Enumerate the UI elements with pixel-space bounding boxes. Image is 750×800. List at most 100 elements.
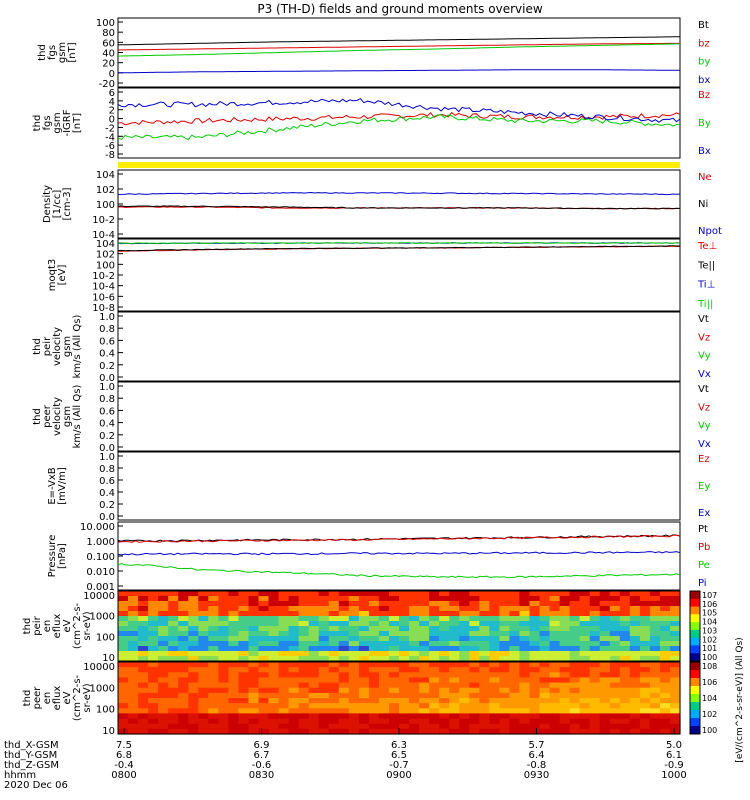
ion_spec-cell <box>168 626 179 632</box>
electron_spec-cell <box>368 708 380 714</box>
electron_spec-cell <box>198 667 209 673</box>
electron_spec-cell <box>569 708 581 714</box>
ion_spec-cell <box>469 646 480 652</box>
ion_spec-cell <box>158 596 169 602</box>
ion_spec-cell <box>599 601 611 607</box>
velocity_i-legend-Vt: Vt <box>698 314 709 325</box>
electron_spec-cell <box>348 703 360 709</box>
electron_spec-cell <box>188 672 199 678</box>
ion_spec-cell <box>569 596 581 602</box>
ion_spec-cell <box>519 611 530 617</box>
ion_spec-cell <box>409 651 420 657</box>
ion_spec-cell <box>158 626 169 632</box>
electron_spec-cell <box>629 662 641 668</box>
electron_spec-colorbar-swatch <box>690 694 700 703</box>
pressure-series-Pi <box>117 551 681 556</box>
electron_spec-cell <box>318 677 330 684</box>
ion_spec-cell <box>148 646 159 652</box>
electron_spec-cell <box>479 728 490 735</box>
electron_spec-cell <box>378 682 390 689</box>
electron_spec-cell <box>499 703 510 709</box>
electron_spec-cell <box>288 667 300 673</box>
ion_spec-cell <box>409 631 420 637</box>
temp-series-Ti|| <box>117 242 681 245</box>
electron_spec-cell <box>318 718 330 725</box>
fgs_dsl-ytick-label: -6 <box>105 141 115 152</box>
electron_spec-cell <box>479 718 490 725</box>
velocity_e-legend-Vx: Vx <box>698 439 711 450</box>
ion_spec-cell <box>238 606 249 612</box>
ion_spec-cell <box>619 636 631 642</box>
ion_spec-cell <box>589 601 601 607</box>
ion_spec-cell <box>198 626 209 632</box>
ion_spec-cell <box>198 606 209 612</box>
ion_spec-cell <box>358 596 370 602</box>
electron_spec-cell <box>218 667 229 673</box>
electron_spec-cell <box>308 687 320 694</box>
electron_spec-cell <box>489 692 500 699</box>
electron_spec-cell <box>419 682 430 689</box>
ion_spec-cell <box>389 626 400 632</box>
electron_spec-cell <box>459 667 470 673</box>
ion_spec-cell <box>188 631 199 637</box>
electron_spec-cell <box>479 723 490 730</box>
velocity_e-ytick-label: 0.6 <box>99 406 115 417</box>
velocity_e-ytick-label: 0.4 <box>99 419 115 430</box>
temp-legend-Ti⊥: Ti⊥ <box>697 280 715 291</box>
ion_spec-cell <box>419 611 430 617</box>
ion_spec-cell <box>178 631 189 637</box>
ion_spec-cell <box>549 606 561 612</box>
electron_spec-cell <box>589 723 601 730</box>
ion_spec-cell <box>238 611 249 617</box>
ion_spec-cell <box>409 646 420 652</box>
ion_spec-cell <box>670 591 681 597</box>
ion_spec-cell <box>479 591 490 597</box>
ion_spec-cell <box>118 651 129 657</box>
electron_spec-cell <box>298 677 310 684</box>
electron_spec-cell <box>399 692 410 699</box>
electron_spec-cell <box>389 708 400 714</box>
ion_spec-cell <box>670 641 681 647</box>
velocity_i-ytick-label: 0.4 <box>99 349 115 360</box>
electron_spec-cell <box>268 677 280 684</box>
ion_spec-cell <box>198 591 209 597</box>
ion_spec-cell <box>569 606 581 612</box>
velocity_i-ylabel-line: velocity <box>52 327 63 366</box>
ion_spec-cell <box>328 641 340 647</box>
fgs_dsl-ytick-label: -4 <box>105 132 115 143</box>
ion_spec-cell <box>559 631 571 637</box>
electron_spec-cell <box>188 698 199 704</box>
ion_spec-cell <box>439 606 450 612</box>
ion_spec-cell <box>278 626 290 632</box>
ion_spec-cell <box>148 606 159 612</box>
electron_spec-cell <box>188 728 199 735</box>
ion_spec-cell <box>308 656 320 662</box>
ion_spec-cell <box>268 641 280 647</box>
ion_spec-cell <box>389 591 400 597</box>
ion_spec-cell <box>228 636 239 642</box>
footer-time-value: 0930 <box>524 770 549 781</box>
velocity_e-ytick-label: 0.8 <box>99 394 115 405</box>
ion_spec-cell <box>489 601 500 607</box>
ion_spec-cell <box>419 596 430 602</box>
electron_spec-cell <box>489 662 500 668</box>
ion_spec-cell <box>118 616 129 622</box>
electron_spec-cell <box>429 728 440 735</box>
electron_spec-cell <box>168 677 179 684</box>
ion_spec-cell <box>670 626 681 632</box>
fgs-legend-bx: bx <box>698 75 710 86</box>
electron_spec-cell <box>479 667 490 673</box>
ion_spec-cell <box>178 596 189 602</box>
ion_spec-cell <box>549 641 561 647</box>
ion_spec-ylabel-line: sr-eV) <box>82 611 93 640</box>
density-ytick-label: 100 <box>96 200 115 211</box>
electron_spec-cell <box>489 672 500 678</box>
ion_spec-cell <box>178 591 189 597</box>
ion_spec-cell <box>378 606 390 612</box>
electron_spec-cell <box>218 682 229 689</box>
electron_spec-cell <box>238 708 249 714</box>
electron_spec-cell <box>348 682 360 689</box>
temp-ytick-label: 10-8 <box>92 303 115 314</box>
electron_spec-cell <box>298 698 310 704</box>
ion_spec-cell <box>429 606 440 612</box>
